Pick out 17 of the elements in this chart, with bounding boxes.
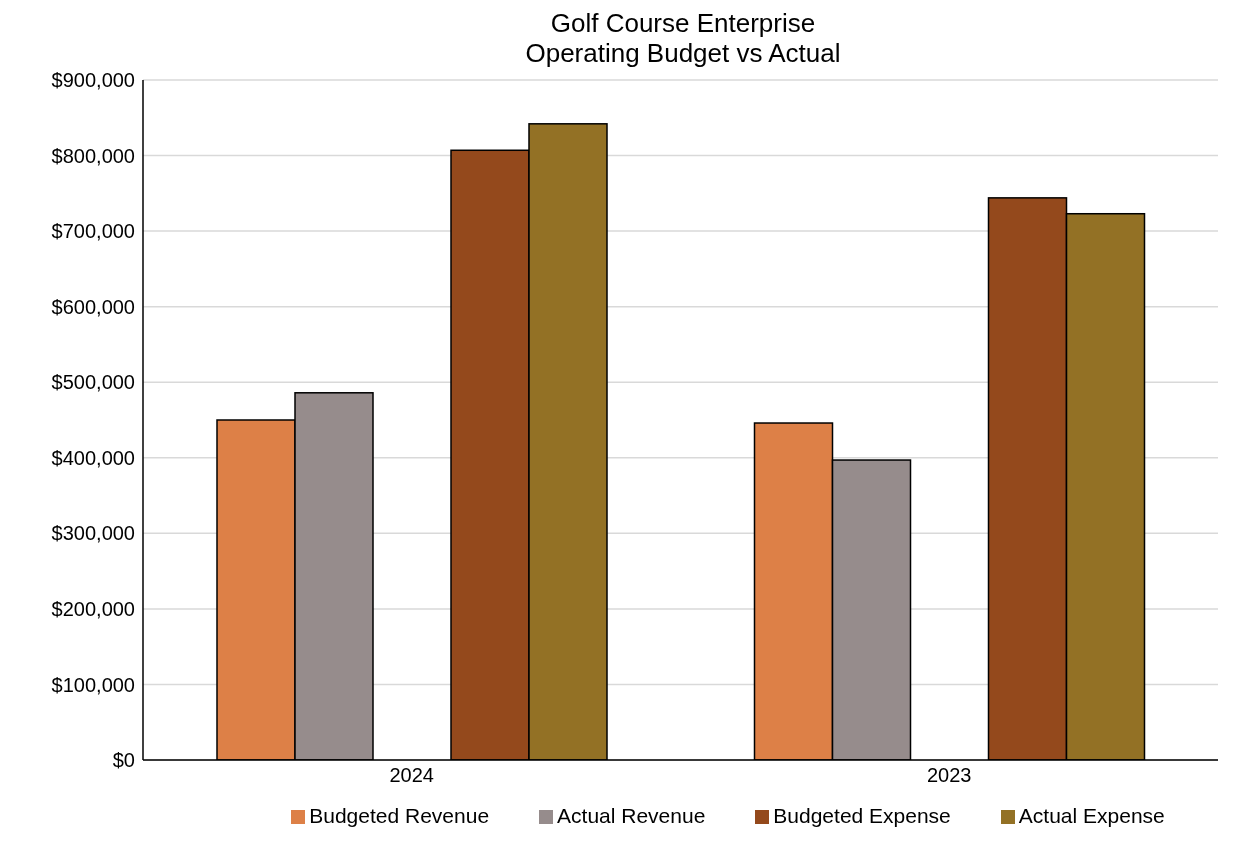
y-tick-label: $300,000 [51,522,135,545]
y-tick-label: $100,000 [51,673,135,696]
y-tick-label: $800,000 [51,144,135,167]
y-tick-label: $400,000 [51,446,135,469]
y-tick-label: $0 [112,749,135,772]
chart-title: Golf Course Enterprise Operating Budget vs Actual [524,8,842,68]
legend-label: Actual Expense [1018,804,1165,827]
legend-label: Actual Revenue [557,804,706,827]
x-tick-label: 2023 [927,764,972,787]
y-tick-label: $500,000 [51,371,135,394]
y-tick-label: $200,000 [51,597,135,620]
legend-label: Budgeted Revenue [309,804,490,827]
y-tick-label: $600,000 [51,295,135,318]
y-tick-label: $900,000 [51,69,135,92]
x-tick-label: 2024 [389,764,434,787]
legend-label: Budgeted Expense [773,804,951,827]
y-tick-label: $700,000 [51,220,135,243]
